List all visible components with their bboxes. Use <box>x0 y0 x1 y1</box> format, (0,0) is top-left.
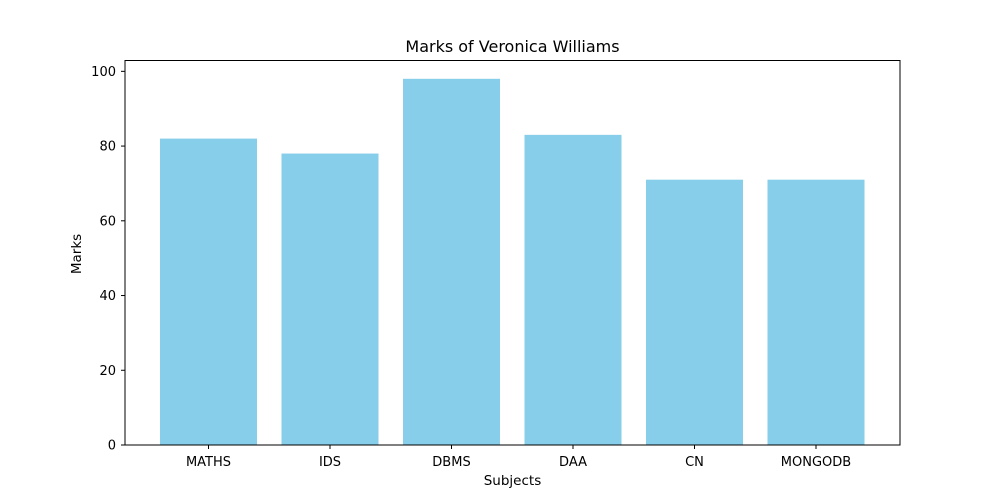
y-tick-label: 80 <box>99 140 116 155</box>
bar-dbms <box>403 78 500 446</box>
bar-cn <box>646 179 743 445</box>
x-axis-ticks: MATHS IDS DBMS DAA CN MONGODB <box>186 445 851 470</box>
y-axis-ticks: 0 20 40 60 80 100 <box>91 65 125 454</box>
bar-daa <box>524 134 622 446</box>
bar-maths <box>160 138 257 446</box>
x-tick-label: IDS <box>319 455 341 470</box>
y-tick-label: 20 <box>99 364 116 379</box>
y-tick-label: 60 <box>99 214 116 229</box>
y-axis-label: Marks <box>69 234 85 274</box>
x-tick-label: MATHS <box>186 455 231 470</box>
bar-ids <box>281 153 379 445</box>
bars-layer <box>160 78 865 446</box>
y-tick-label: 40 <box>99 289 116 304</box>
plot-area-frame <box>124 60 901 446</box>
x-tick-label: CN <box>685 455 704 470</box>
y-tick-label: 0 <box>108 439 116 454</box>
bar-mongodb <box>767 179 865 445</box>
x-axis-label: Subjects <box>484 473 542 489</box>
x-tick-label: DBMS <box>432 455 470 470</box>
x-tick-label: MONGODB <box>781 455 851 470</box>
y-tick-label: 100 <box>91 65 116 80</box>
chart-title: Marks of Veronica Williams <box>405 37 619 56</box>
x-tick-label: DAA <box>559 455 587 470</box>
